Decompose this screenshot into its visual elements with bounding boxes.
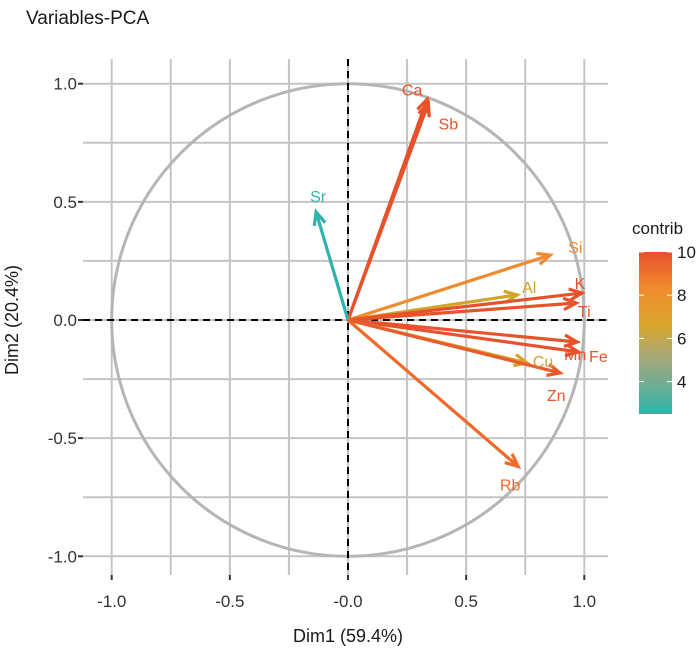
arrow-shaft	[347, 253, 551, 322]
legend-colorbar	[639, 252, 672, 414]
arrow-sr	[312, 208, 350, 321]
arrow-head	[568, 287, 586, 302]
arrow-ti	[347, 296, 581, 322]
arrow-sb	[346, 99, 431, 321]
x-tick-label: -0.0	[333, 592, 362, 611]
variable-label: Si	[568, 240, 582, 257]
arrow-shaft	[314, 211, 350, 321]
legend-tick-label: 10	[677, 243, 696, 262]
legend-tick-label: 6	[677, 329, 686, 348]
x-tick-label: 0.5	[454, 592, 478, 611]
arrow-head	[564, 343, 583, 358]
arrow-shaft	[346, 318, 520, 468]
y-tick-label: 0.5	[53, 193, 77, 212]
x-tick-label: -0.5	[215, 592, 244, 611]
variable-label: K	[575, 276, 586, 293]
chart-title: Variables-PCA	[26, 8, 150, 29]
variable-label: Sr	[310, 189, 327, 206]
arrow-si	[347, 251, 555, 322]
arrow-shaft	[347, 318, 561, 375]
arrow-shaft	[347, 318, 578, 344]
y-axis: 1.0 0.5 0.0 -0.5 -1.0	[48, 75, 83, 566]
x-axis-title: Dim1 (59.4%)	[293, 626, 403, 646]
variable-label: Zn	[547, 388, 566, 405]
y-tick-label: -1.0	[48, 547, 77, 566]
y-axis-title: Dim2 (20.4%)	[2, 265, 22, 375]
variable-arrows	[312, 95, 586, 470]
arrow-head	[513, 353, 531, 368]
variable-label: Ca	[402, 82, 423, 99]
arrow-head	[536, 251, 555, 266]
variable-label: Fe	[589, 349, 608, 366]
arrow-head	[504, 453, 522, 470]
arrow-head	[417, 99, 431, 118]
y-tick-label: -0.5	[48, 429, 77, 448]
arrow-zn	[347, 318, 565, 377]
legend-ticks: 10 8 6 4	[639, 243, 696, 392]
y-tick-label: 1.0	[53, 75, 77, 94]
arrow-head	[546, 363, 565, 377]
legend-title: contrib	[632, 219, 683, 238]
variable-label: Ti	[578, 304, 591, 321]
legend-tick-label: 8	[677, 286, 686, 305]
variable-label: Cu	[533, 354, 553, 371]
contrib-legend: contrib 10 8 6 4	[632, 219, 696, 414]
arrow-head	[312, 208, 327, 227]
arrow-shaft	[347, 301, 577, 322]
variable-labels: Ca Sb Sr Si Al K Ti Mn Fe Cu Zn Rb	[310, 82, 608, 494]
arrow-shaft	[346, 102, 430, 321]
x-axis: -1.0 -0.5 -0.0 0.5 1.0	[97, 575, 596, 611]
arrow-rb	[346, 318, 522, 470]
x-tick-label: 1.0	[572, 592, 596, 611]
variable-label: Al	[522, 280, 536, 297]
x-tick-label: -1.0	[97, 592, 126, 611]
arrow-shaft	[347, 318, 579, 354]
arrow-head	[562, 296, 581, 312]
variable-label: Rb	[500, 478, 521, 495]
variable-label: Mn	[564, 347, 586, 364]
arrow-fe	[347, 318, 583, 358]
y-tick-label: 0.0	[53, 311, 77, 330]
variable-label: Sb	[439, 116, 459, 133]
legend-tick-label: 4	[677, 373, 686, 392]
